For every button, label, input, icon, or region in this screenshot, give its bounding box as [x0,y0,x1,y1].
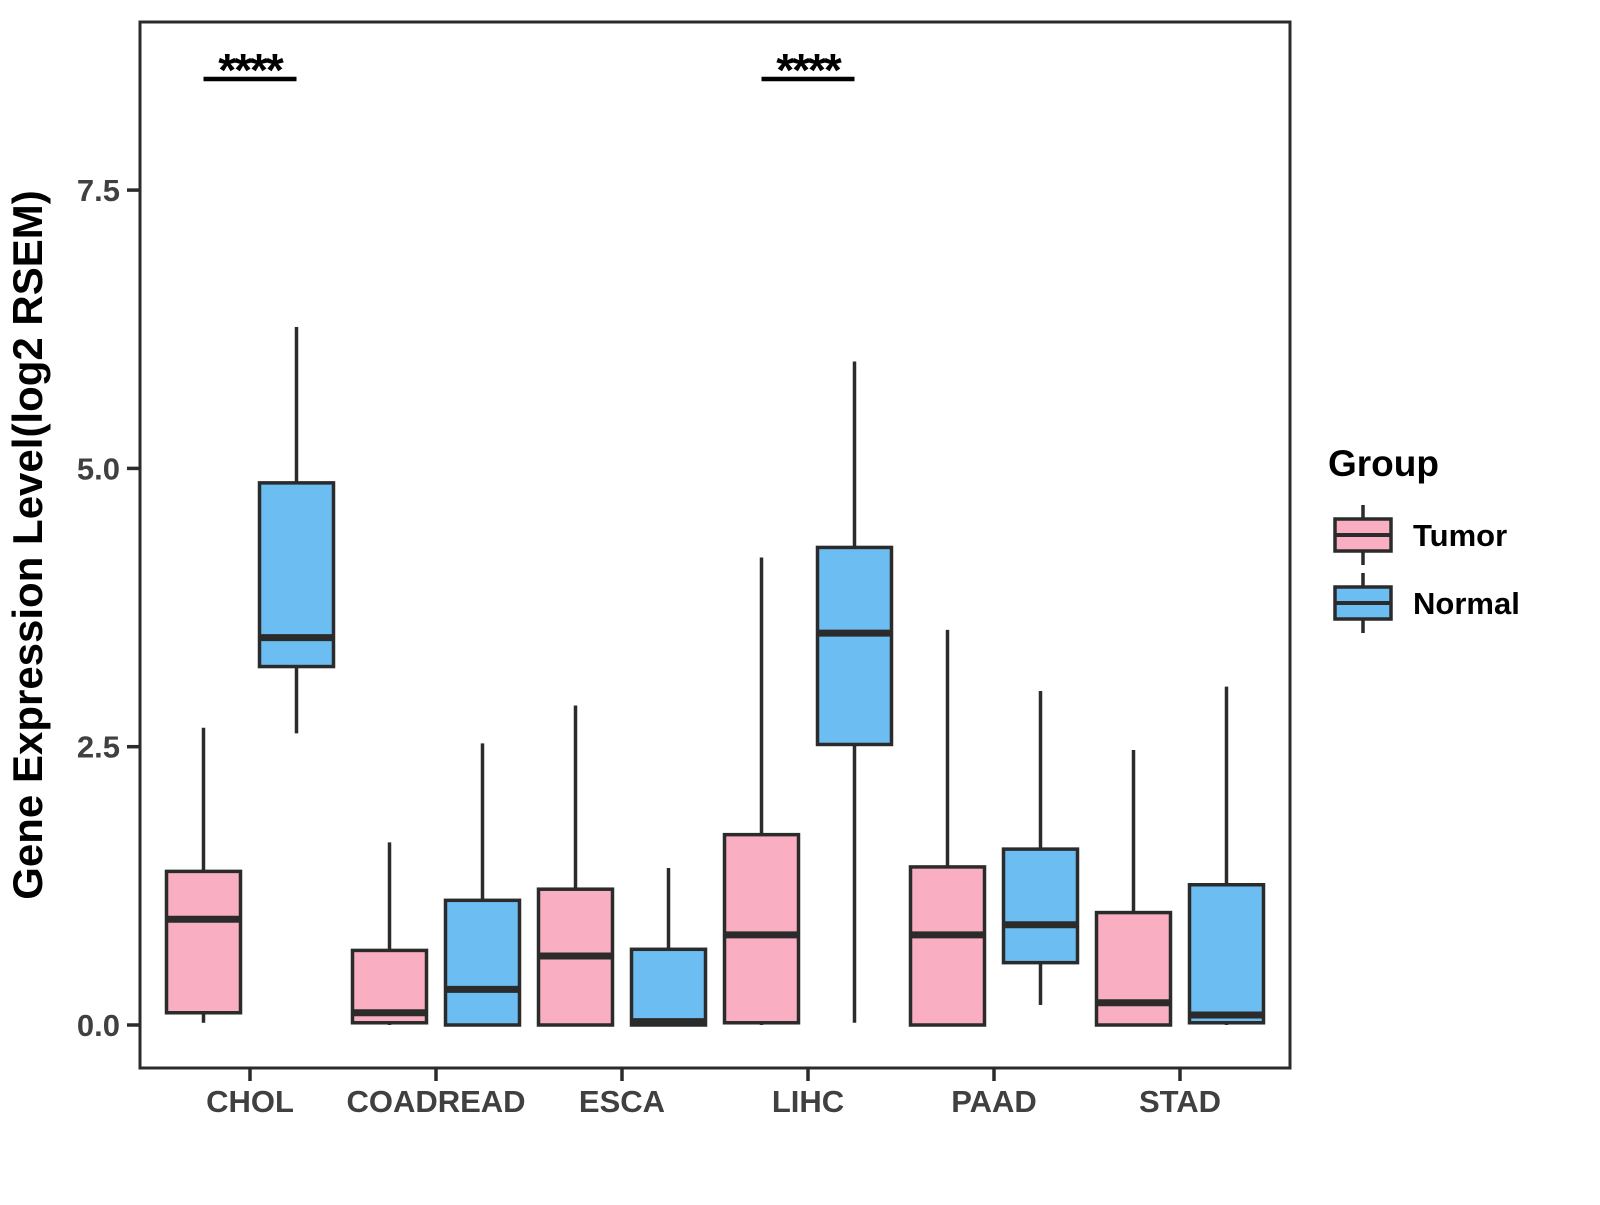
box-ESCA-Tumor [536,705,615,1027]
y-tick-label: 2.5 [77,730,120,765]
box-COADREAD-Tumor [350,842,429,1025]
box-STAD-Normal [1187,686,1266,1025]
axes-layer: 0.0 2.5 5.0 7.5 CHOL COADREAD ESCA LIHC PAAD STAD [77,173,1221,1119]
x-tick-label: LIHC [772,1084,844,1119]
legend: Group Tumor Normal [1328,443,1520,633]
box-ESCA-Normal [629,868,708,1027]
legend-label-tumor: Tumor [1413,518,1507,553]
y-axis-title: Gene Expression Level(log2 RSEM) [4,190,51,900]
box-LIHC-Tumor [722,557,801,1025]
box-CHOL-Tumor [164,727,243,1023]
box-PAAD-Normal [1001,691,1080,1005]
legend-key-normal-icon [1333,573,1393,633]
x-tick-label: COADREAD [346,1084,525,1119]
iqr-box [164,869,243,1015]
iqr-box [629,947,708,1027]
box-COADREAD-Normal [443,743,522,1027]
box-PAAD-Tumor [908,629,987,1027]
iqr-box [1094,910,1173,1027]
plot-panel-border [138,20,1292,1070]
box-STAD-Tumor [1094,750,1173,1027]
y-tick-label: 7.5 [77,173,120,208]
iqr-box [1187,882,1266,1025]
x-tick-label: PAAD [951,1084,1037,1119]
x-tick-label: ESCA [579,1084,665,1119]
iqr-box [908,865,987,1027]
iqr-box [815,545,894,747]
legend-label-normal: Normal [1413,586,1520,621]
x-tick-label: CHOL [206,1084,294,1119]
x-tick-label: STAD [1139,1084,1221,1119]
box-LIHC-Normal [815,361,894,1023]
y-tick-label: 5.0 [77,451,120,486]
legend-title: Group [1328,443,1439,484]
annotations-layer: **** **** [203,44,855,96]
iqr-box [443,898,522,1027]
iqr-box [722,832,801,1025]
significance-stars: **** [776,44,842,96]
boxes-layer [164,327,1266,1027]
iqr-box [1001,847,1080,965]
y-tick-label: 0.0 [77,1008,120,1043]
legend-key-tumor-icon [1333,505,1393,565]
significance-stars: **** [218,44,284,96]
box-CHOL-Normal [257,327,336,734]
